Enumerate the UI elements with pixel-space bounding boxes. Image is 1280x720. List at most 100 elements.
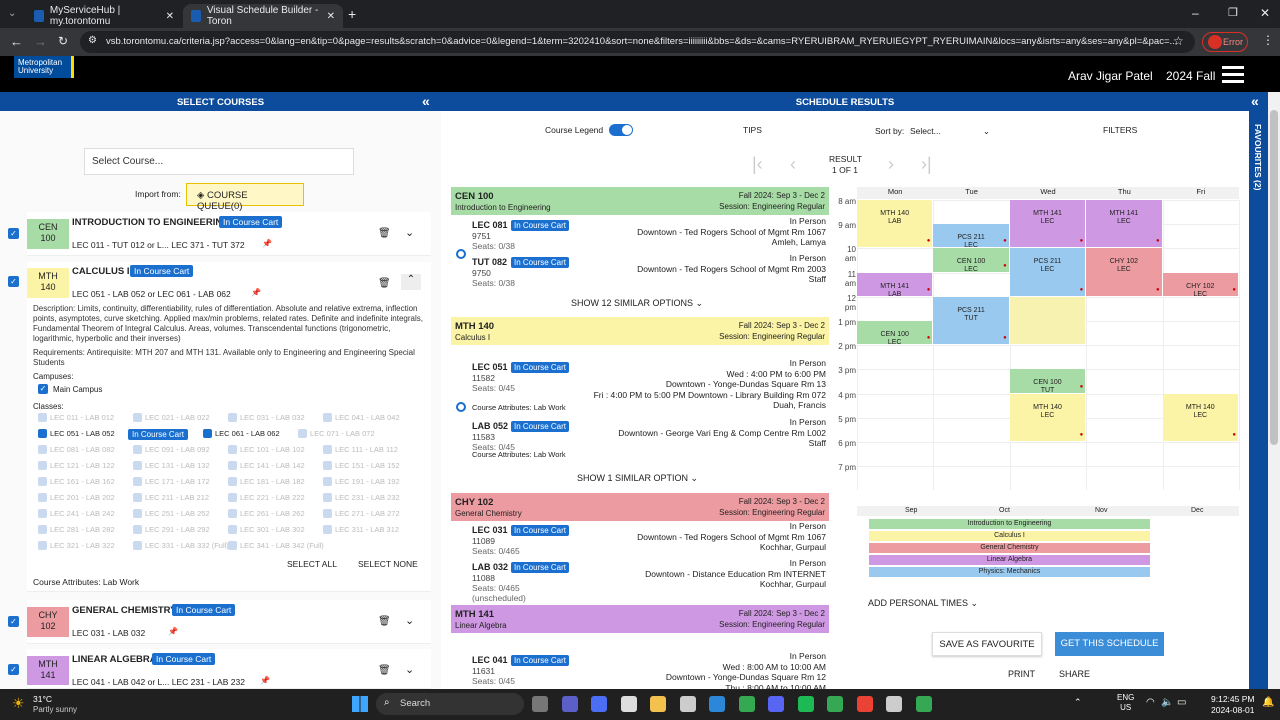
class-option[interactable]: LEC 301 - LAB 302	[228, 525, 305, 534]
next-result-icon[interactable]: ›	[888, 154, 894, 174]
selected-radio-icon[interactable]	[456, 402, 466, 412]
share-button[interactable]: SHARE	[1059, 669, 1091, 679]
favourites-label[interactable]: FAVOURITES (2)	[1253, 124, 1263, 191]
class-checkbox[interactable]	[133, 461, 142, 470]
course-checkbox[interactable]: ✓	[8, 664, 19, 675]
class-checkbox[interactable]	[38, 509, 47, 518]
bolt-icon[interactable]	[620, 696, 637, 712]
windows-start-icon[interactable]	[352, 696, 368, 712]
course-checkbox[interactable]: ✓	[8, 616, 19, 627]
pin-icon[interactable]: ●	[1079, 431, 1084, 438]
bookmark-star-icon[interactable]: ☆	[1173, 34, 1184, 48]
class-checkbox[interactable]	[228, 477, 237, 486]
calendar-event[interactable]: MTH 141 LEC ●	[1086, 200, 1163, 249]
pin-icon[interactable]: ●	[1079, 286, 1084, 293]
notification-icon[interactable]: 🔔	[1262, 697, 1275, 708]
course-sections[interactable]: LEC 051 - LAB 052 or LEC 061 - LAB 062	[72, 289, 231, 299]
class-option[interactable]: LEC 061 - LAB 062	[203, 429, 280, 438]
class-checkbox[interactable]	[228, 413, 237, 422]
class-checkbox[interactable]	[38, 477, 47, 486]
course-sections[interactable]: LEC 031 - LAB 032	[72, 628, 146, 638]
trash-icon[interactable]: 🗑	[378, 665, 391, 676]
class-checkbox[interactable]	[323, 445, 332, 454]
class-option[interactable]: LEC 171 - LAB 172	[133, 477, 210, 486]
pin-icon[interactable]: ●	[1232, 431, 1236, 438]
calendar-event[interactable]: CEN 100 LEC ●	[857, 321, 934, 346]
class-option[interactable]: LEC 271 - LAB 272	[323, 509, 400, 518]
weather-icon[interactable]: ☀	[12, 695, 25, 711]
close-icon[interactable]: ✕	[326, 10, 335, 22]
pin-icon[interactable]: ●	[1079, 383, 1084, 390]
class-checkbox[interactable]	[133, 525, 142, 534]
chevron-up-icon[interactable]: ⌃	[401, 274, 421, 290]
class-checkbox[interactable]	[38, 429, 47, 438]
filters-button[interactable]: FILTERS	[1103, 125, 1138, 135]
class-checkbox[interactable]	[38, 541, 47, 550]
last-result-icon[interactable]: ›|	[921, 154, 932, 174]
class-option[interactable]: LEC 251 - LAB 252	[133, 509, 210, 518]
pin-icon[interactable]: ●	[926, 335, 931, 342]
discord-icon[interactable]	[768, 696, 784, 712]
course-legend-toggle[interactable]	[609, 124, 633, 136]
class-checkbox[interactable]	[133, 445, 142, 454]
back-icon[interactable]: ←	[10, 34, 23, 49]
restore-button[interactable]: ❐	[1228, 7, 1238, 19]
error-button[interactable]: Error	[1202, 32, 1248, 52]
minimize-button[interactable]: –	[1192, 6, 1199, 20]
sort-select[interactable]: Select... ⌄	[910, 126, 990, 137]
class-option[interactable]: LEC 071 - LAB 072	[298, 429, 375, 438]
university-logo[interactable]: Metropolitan University	[14, 56, 74, 78]
class-option[interactable]: LEC 211 - LAB 212	[133, 493, 209, 502]
clock-date[interactable]: 2024-08-01	[1211, 705, 1255, 715]
course-queue-button[interactable]: ◈ COURSE QUEUE(0)	[186, 183, 304, 212]
add-personal-times-button[interactable]: ADD PERSONAL TIMES ⌄	[868, 598, 978, 609]
course-sections[interactable]: LEC 011 - TUT 012 or L... LEC 371 - TUT …	[72, 240, 245, 250]
profile-icon[interactable]	[1208, 35, 1222, 49]
calendar-event[interactable]: CHY 102 LEC ●	[1086, 248, 1163, 297]
github-icon[interactable]	[886, 696, 902, 712]
class-checkbox[interactable]	[323, 477, 332, 486]
forward-icon[interactable]: →	[34, 34, 47, 49]
calendar-event[interactable]: MTH 141 LAB ●	[857, 272, 934, 298]
clock-time[interactable]: 9:12:45 PM	[1211, 694, 1255, 704]
chrome-profile-icon[interactable]	[856, 696, 873, 712]
class-checkbox[interactable]	[38, 413, 47, 422]
class-option[interactable]: LEC 231 - LAB 232	[323, 493, 400, 502]
user-name[interactable]: Arav Jigar Patel	[1068, 69, 1153, 83]
class-checkbox[interactable]	[133, 477, 142, 486]
class-checkbox[interactable]	[323, 525, 332, 534]
class-checkbox[interactable]	[323, 509, 332, 518]
show-similar-button[interactable]: SHOW 12 SIMILAR OPTIONS ⌄	[571, 298, 703, 309]
class-checkbox[interactable]	[323, 413, 332, 422]
spotify-icon[interactable]	[797, 696, 814, 712]
campus-checkbox[interactable]: ✓	[38, 384, 48, 394]
calendar-event[interactable]: MTH 140 LAB ●	[857, 200, 934, 249]
show-similar-button[interactable]: SHOW 1 SIMILAR OPTION ⌄	[577, 473, 698, 484]
course-checkbox[interactable]: ✓	[8, 276, 19, 287]
class-checkbox[interactable]	[323, 461, 332, 470]
first-result-icon[interactable]: |‹	[752, 154, 763, 174]
pin-icon[interactable]: ●	[1003, 335, 1007, 342]
class-option[interactable]: LEC 341 - LAB 342 (Full)	[228, 541, 324, 550]
trash-icon[interactable]: 🗑	[378, 278, 391, 289]
weather-desc[interactable]: Partly sunny	[33, 705, 78, 714]
pin-icon[interactable]: ●	[1155, 238, 1160, 245]
class-checkbox[interactable]	[203, 429, 212, 438]
todo-icon[interactable]	[709, 696, 725, 712]
chrome-icon[interactable]	[738, 696, 755, 712]
pin-icon[interactable]: ●	[926, 238, 931, 245]
calendar-event[interactable]: CEN 100 LEC ●	[933, 248, 1010, 273]
class-option[interactable]: LEC 111 - LAB 112	[323, 445, 398, 454]
tab-visual-schedule-builder[interactable]: Visual Schedule Builder - Toron ✕	[183, 4, 343, 28]
pin-icon[interactable]: ●	[1003, 262, 1007, 269]
class-checkbox[interactable]	[38, 493, 47, 502]
class-checkbox[interactable]	[228, 525, 237, 534]
pin-icon[interactable]: 📌	[168, 627, 178, 636]
class-checkbox[interactable]	[133, 541, 142, 550]
calendar-event[interactable]: CHY 102 LEC ●	[1162, 272, 1239, 298]
battery-icon[interactable]: ▭	[1177, 697, 1187, 708]
file-explorer-icon[interactable]	[650, 696, 666, 712]
class-option[interactable]: LEC 101 - LAB 102	[228, 445, 305, 454]
class-option[interactable]: LEC 181 - LAB 182	[228, 477, 305, 486]
class-option[interactable]: LEC 241 - LAB 242	[38, 509, 115, 518]
